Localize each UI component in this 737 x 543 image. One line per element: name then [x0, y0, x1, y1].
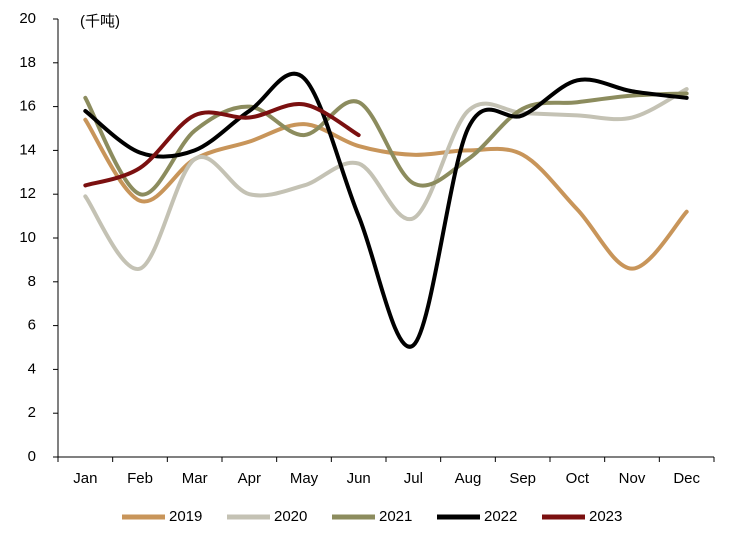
y-tick-label: 0 [28, 448, 36, 465]
x-tick-label: Oct [566, 470, 590, 487]
series-line [83, 102, 361, 188]
y-tick-label: 16 [19, 98, 36, 115]
y-tick-label: 10 [19, 229, 36, 246]
x-tick-label: Apr [238, 470, 261, 487]
x-tick-label: Nov [619, 470, 646, 487]
y-tick-label: 8 [28, 273, 36, 290]
x-tick-label: Mar [182, 470, 208, 487]
x-tick-label: Jul [404, 470, 423, 487]
x-tick-label: Sep [509, 470, 536, 487]
y-tick-label: 4 [28, 360, 36, 377]
y-tick-label: 18 [19, 54, 36, 71]
y-tick-label: 2 [28, 404, 36, 421]
x-tick-label: May [290, 470, 319, 487]
x-tick-label: Jan [73, 470, 97, 487]
legend-label: 2020 [274, 508, 307, 525]
y-tick-label: 6 [28, 317, 36, 334]
legend-label: 2019 [169, 508, 202, 525]
legend-label: 2022 [484, 508, 517, 525]
x-tick-label: Feb [127, 470, 153, 487]
series-line [83, 117, 689, 271]
y-tick-label: 14 [19, 141, 36, 158]
unit-label: (千吨) [80, 13, 120, 30]
legend-label: 2023 [589, 508, 622, 525]
x-tick-label: Jun [347, 470, 371, 487]
x-tick-label: Aug [455, 470, 482, 487]
series-line [83, 87, 689, 271]
x-tick-label: Dec [673, 470, 700, 487]
y-tick-label: 20 [19, 10, 36, 27]
series-line [83, 71, 689, 349]
y-tick-label: 12 [19, 185, 36, 202]
legend-label: 2021 [379, 508, 412, 525]
